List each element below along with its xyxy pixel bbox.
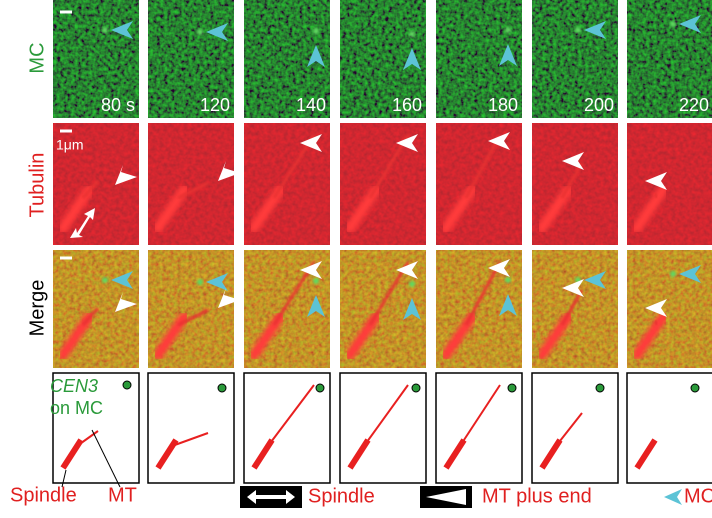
legend-label: MC [684,485,712,507]
time-label: 80 s [101,95,135,115]
mc-signal [197,279,203,285]
mc [316,384,324,392]
scale-label: 1μm [56,137,84,153]
mc-signal [102,27,108,33]
mt-signal [655,193,657,198]
gene-label: CEN3 [50,376,98,396]
time-label: 140 [296,95,326,115]
mc-signal [670,21,676,27]
time-label: 120 [200,95,230,115]
time-label: 220 [679,95,709,115]
legend-label: Spindle [308,485,375,507]
panels: 80 s 120 140 160 180 200 220 1μm [53,0,712,483]
mt-signal [655,320,657,325]
row-label: Merge [26,280,48,337]
mc [691,384,699,392]
mc [596,384,604,392]
mc [123,381,131,389]
figure: 80 s 120 140 160 180 200 220 1μm MC Tubulin Mer… [0,0,712,518]
time-label: 200 [584,95,614,115]
legend-arrowhead [664,489,682,505]
row-label: Tubulin [26,153,48,218]
mc-signal [197,29,203,35]
mc-signal [575,27,581,33]
gene-suffix: on MC [50,398,103,418]
time-label: 180 [488,95,518,115]
mc-signal [313,28,319,34]
mc [218,384,226,392]
mc-signal [102,277,108,283]
mc-signal [313,278,319,284]
mc-signal [409,31,415,37]
mc [508,384,516,392]
mt-label: MT [108,484,137,506]
mc-signal [505,277,511,283]
row-label: MC [26,42,48,73]
spindle-label: Spindle [10,484,77,506]
mc-signal [670,271,676,277]
time-label: 160 [392,95,422,115]
mc-signal [409,281,415,287]
mc [412,384,420,392]
mc-signal [505,27,511,33]
legend-label: MT plus end [482,485,592,507]
